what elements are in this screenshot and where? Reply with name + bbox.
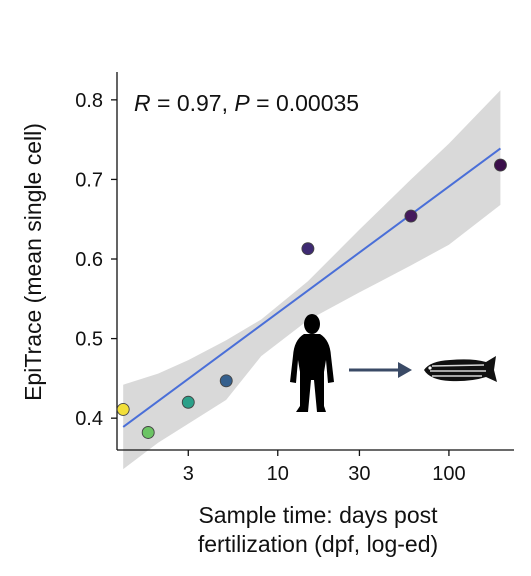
y-axis-title: EpiTrace (mean single cell) — [20, 123, 46, 401]
data-point — [493, 158, 507, 172]
confidence-band — [123, 90, 501, 470]
fit-line-layer — [122, 147, 502, 428]
x-tick-label: 30 — [348, 463, 370, 485]
regression-line — [122, 147, 502, 428]
data-point — [181, 395, 195, 409]
p-value: = 0.00035 — [250, 90, 359, 116]
x-axis-title-line-2: fertilization (dpf, log-ed) — [198, 531, 438, 557]
data-point — [301, 242, 315, 256]
human-silhouette-icon — [290, 314, 334, 412]
data-point — [219, 374, 233, 388]
r-value: = 0.97, — [151, 90, 235, 116]
x-tick-label: 3 — [183, 463, 194, 485]
data-points — [116, 158, 507, 439]
x-tick-label: 10 — [267, 463, 289, 485]
p-symbol: P — [234, 90, 250, 116]
data-point — [116, 402, 130, 416]
y-tick-label: 0.6 — [75, 249, 103, 271]
y-tick-label: 0.8 — [75, 90, 103, 112]
arrow-right-icon — [349, 362, 412, 378]
r-symbol: R — [134, 90, 151, 116]
correlation-annotation: R = 0.97, P = 0.00035 — [134, 90, 359, 116]
y-tick-label: 0.7 — [75, 169, 103, 191]
y-tick-label: 0.4 — [75, 408, 103, 430]
zebrafish-icon — [424, 356, 497, 382]
data-point — [141, 426, 155, 439]
x-axis-title-line-1: Sample time: days post — [198, 502, 438, 528]
y-tick-label: 0.5 — [75, 329, 103, 351]
confidence-band-layer — [123, 90, 501, 470]
axes: 0.4 0.5 0.6 0.7 0.8 3 10 30 100 — [75, 72, 514, 485]
data-point — [404, 209, 418, 223]
x-tick-label: 100 — [432, 463, 465, 485]
